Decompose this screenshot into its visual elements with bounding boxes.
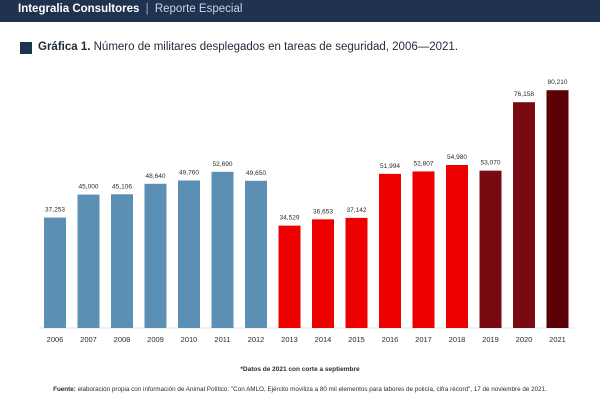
bar-2015 <box>345 217 368 328</box>
header-brand-line: Integralia Consultores | Reporte Especia… <box>18 3 242 15</box>
report-section-name: Reporte Especial <box>154 3 243 15</box>
x-tick-2020: 2020 <box>516 335 533 344</box>
x-tick-2015: 2015 <box>348 335 365 344</box>
x-tick-2019: 2019 <box>482 335 499 344</box>
data-label-2019: 53,070 <box>481 160 501 167</box>
bar-2018 <box>446 165 468 328</box>
data-label-2020: 76,158 <box>514 91 534 98</box>
brand-name: Integralia Consultores <box>18 3 140 15</box>
bar-2007 <box>77 194 100 328</box>
data-label-2007: 45,000 <box>79 184 99 191</box>
data-label-2015: 37,142 <box>347 207 367 214</box>
chart-source: Fuente: elaboración propia con informaci… <box>30 385 570 394</box>
chart-title-label: Gráfica 1. <box>38 41 91 53</box>
data-label-2011: 52,690 <box>213 161 233 168</box>
data-label-2006: 37,253 <box>45 207 65 214</box>
chart-title-text: Número de militares desplegados en tarea… <box>93 41 459 53</box>
data-label-2021: 80,210 <box>548 79 568 86</box>
x-tick-2021: 2021 <box>549 335 566 344</box>
data-label-2013: 34,529 <box>280 215 300 222</box>
bar-2010 <box>178 180 200 328</box>
data-label-2018: 54,980 <box>447 154 467 161</box>
x-tick-2016: 2016 <box>382 335 399 344</box>
bar-2020 <box>513 102 535 328</box>
data-label-2017: 52,807 <box>414 160 434 167</box>
bar-2014 <box>312 219 334 328</box>
report-header: Integralia Consultores | Reporte Especia… <box>0 0 600 22</box>
bar-2008 <box>111 194 133 328</box>
source-text: elaboración propia con información de An… <box>77 386 547 393</box>
source-label: Fuente: <box>53 386 76 393</box>
chart-footnote: *Datos de 2021 con corte a septiembre <box>240 366 360 373</box>
data-label-2012: 49,650 <box>246 170 266 177</box>
x-tick-2012: 2012 <box>248 335 265 344</box>
data-label-2008: 45,106 <box>112 183 132 190</box>
bar-2009 <box>144 183 167 328</box>
data-label-2010: 49,760 <box>179 169 199 176</box>
x-tick-2011: 2011 <box>214 335 230 344</box>
bar-2012 <box>245 180 267 328</box>
data-label-2014: 36,653 <box>313 208 333 215</box>
x-tick-2006: 2006 <box>47 335 64 344</box>
chart-title: Gráfica 1. Número de militares desplegad… <box>38 41 458 53</box>
x-tick-2014: 2014 <box>315 335 332 344</box>
bar-2011 <box>211 171 234 328</box>
x-tick-2009: 2009 <box>147 335 164 344</box>
header-separator: | <box>145 3 149 15</box>
x-tick-2007: 2007 <box>80 335 97 344</box>
x-tick-2013: 2013 <box>281 335 298 344</box>
bar-2016 <box>379 173 401 328</box>
bar-2019 <box>479 170 502 328</box>
bar-2021 <box>546 90 569 328</box>
data-label-2016: 51,994 <box>380 163 400 170</box>
bar-2017 <box>412 171 435 328</box>
title-marker-icon <box>20 42 32 54</box>
x-tick-2010: 2010 <box>181 335 198 344</box>
x-tick-2017: 2017 <box>415 335 432 344</box>
x-tick-2018: 2018 <box>449 335 466 344</box>
bar-2006 <box>44 217 66 328</box>
x-tick-2008: 2008 <box>114 335 131 344</box>
bar-chart: 37,253 2006 45,000 2007 45,106 2008 48,640 2009… <box>38 79 574 344</box>
bar-2013 <box>278 225 301 328</box>
data-label-2009: 48,640 <box>146 173 166 180</box>
